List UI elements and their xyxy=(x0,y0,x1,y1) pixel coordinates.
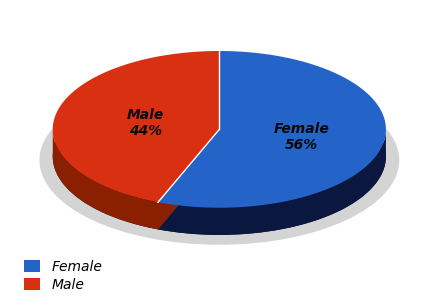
Polygon shape xyxy=(158,129,219,229)
Ellipse shape xyxy=(53,78,386,235)
Polygon shape xyxy=(53,129,158,229)
Polygon shape xyxy=(158,51,386,208)
Legend: Female, Male: Female, Male xyxy=(18,254,108,297)
Polygon shape xyxy=(158,129,386,235)
Polygon shape xyxy=(53,51,219,202)
Text: Male
44%: Male 44% xyxy=(127,108,164,138)
Ellipse shape xyxy=(39,76,399,245)
Text: Female
56%: Female 56% xyxy=(273,122,329,152)
